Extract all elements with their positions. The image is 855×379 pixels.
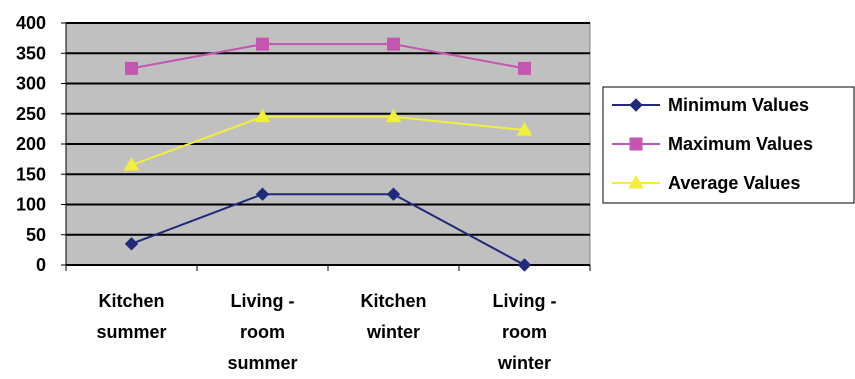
data-point bbox=[385, 108, 402, 123]
y-tick-label: 350 bbox=[16, 43, 46, 63]
data-point bbox=[254, 108, 271, 123]
x-tick-label-line: room bbox=[502, 322, 547, 342]
legend-item: Maximum Values bbox=[612, 134, 813, 154]
data-point bbox=[518, 61, 531, 75]
x-tick-label: Kitchen summer bbox=[96, 291, 166, 342]
legend-item: Average Values bbox=[612, 173, 800, 193]
x-axis-ticks: Kitchen summer Living - room summer Kitchen wi… bbox=[96, 291, 556, 373]
y-tick-label: 0 bbox=[36, 255, 46, 275]
data-point bbox=[125, 61, 138, 75]
legend-label: Average Values bbox=[668, 173, 800, 193]
y-tick-label: 200 bbox=[16, 134, 46, 154]
series-line bbox=[131, 43, 525, 70]
x-tick-label-line: Kitchen bbox=[360, 291, 426, 311]
legend-label: Maximum Values bbox=[668, 134, 813, 154]
x-tick-label-line: summer bbox=[227, 353, 297, 373]
legend-marker bbox=[628, 175, 644, 189]
x-tick-label-line: summer bbox=[96, 322, 166, 342]
y-tick-label: 100 bbox=[16, 195, 46, 215]
y-tick-label: 250 bbox=[16, 104, 46, 124]
legend-label: Minimum Values bbox=[668, 95, 809, 115]
series-0 bbox=[124, 187, 532, 272]
series-1 bbox=[125, 37, 531, 75]
data-point bbox=[517, 258, 532, 272]
series-2 bbox=[123, 108, 533, 171]
series-line bbox=[131, 193, 525, 266]
x-tick-label: Living - room winter bbox=[493, 291, 557, 373]
y-tick-label: 150 bbox=[16, 164, 46, 184]
data-point bbox=[124, 237, 139, 251]
y-tick-label: 400 bbox=[16, 13, 46, 33]
series-group bbox=[123, 37, 533, 272]
x-tick-label-line: Living - bbox=[493, 291, 557, 311]
axes bbox=[65, 23, 591, 271]
x-tick-label: Kitchen winter bbox=[360, 291, 426, 342]
legend-marker bbox=[629, 137, 643, 151]
data-point bbox=[123, 157, 140, 171]
series-line bbox=[131, 115, 525, 167]
data-point bbox=[255, 187, 270, 201]
y-tick-label: 300 bbox=[16, 74, 46, 94]
x-tick-label-line: Living - bbox=[231, 291, 295, 311]
data-point bbox=[387, 37, 400, 51]
x-tick-label-line: room bbox=[240, 322, 285, 342]
x-tick-label-line: winter bbox=[366, 322, 420, 342]
legend-item: Minimum Values bbox=[612, 95, 809, 115]
legend: Minimum Values Maximum Values Average Valu… bbox=[602, 86, 855, 204]
x-tick-label: Living - room summer bbox=[227, 291, 297, 373]
data-point bbox=[516, 122, 533, 136]
y-axis-ticks: 0 50 100 150 200 250 300 350 400 bbox=[16, 13, 46, 275]
legend-marker bbox=[629, 98, 643, 112]
y-tick-label: 50 bbox=[26, 225, 46, 245]
x-tick-label-line: winter bbox=[497, 353, 551, 373]
data-point bbox=[256, 37, 269, 51]
data-point bbox=[386, 187, 401, 201]
x-tick-label-line: Kitchen bbox=[98, 291, 164, 311]
